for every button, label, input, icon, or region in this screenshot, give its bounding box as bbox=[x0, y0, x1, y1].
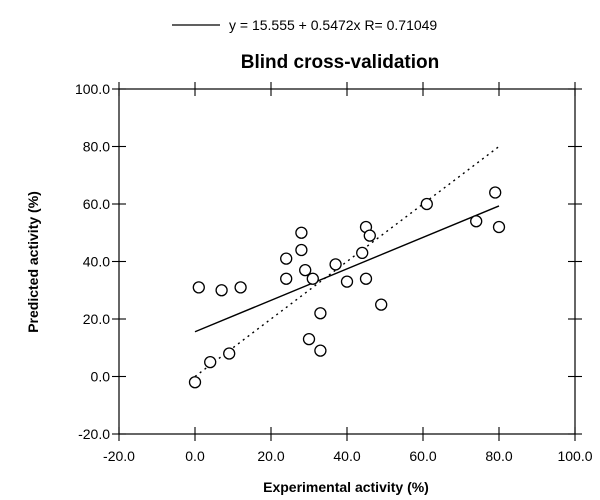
data-point bbox=[356, 246, 369, 260]
data-point bbox=[215, 284, 228, 297]
data-point bbox=[492, 220, 506, 234]
data-point bbox=[420, 197, 433, 211]
y-tick-label: 100.0 bbox=[75, 81, 110, 97]
data-point bbox=[280, 272, 293, 285]
chart-title: Blind cross-validation bbox=[241, 52, 439, 73]
data-point bbox=[299, 263, 312, 277]
data-point bbox=[302, 332, 316, 346]
data-point bbox=[329, 258, 342, 271]
data-point bbox=[204, 355, 217, 369]
y-tick-label: 40.0 bbox=[83, 254, 110, 270]
data-point bbox=[314, 344, 327, 357]
data-point bbox=[375, 298, 388, 311]
x-tick-label: 20.0 bbox=[257, 448, 284, 464]
y-axis-ticks bbox=[112, 88, 582, 435]
x-axis-tick-labels: -20.0 0.0 20.0 40.0 60.0 80.0 100.0 bbox=[103, 448, 593, 464]
y-tick-label: 20.0 bbox=[83, 311, 110, 327]
y-tick-label: 80.0 bbox=[83, 139, 110, 155]
data-point bbox=[295, 243, 308, 257]
chart-lines bbox=[194, 145, 500, 378]
plot-frame bbox=[118, 88, 576, 435]
x-axis-title: Experimental activity (%) bbox=[263, 479, 429, 495]
data-point bbox=[489, 186, 502, 199]
data-point bbox=[363, 229, 376, 242]
identity-line bbox=[194, 145, 500, 378]
data-points bbox=[188, 186, 506, 389]
legend-text: y = 15.555 + 0.5472x R= 0.71049 bbox=[229, 17, 437, 33]
data-point bbox=[340, 275, 354, 288]
data-point bbox=[280, 252, 293, 265]
data-point bbox=[192, 281, 205, 294]
x-axis-ticks bbox=[118, 82, 576, 441]
data-point bbox=[359, 272, 373, 285]
x-tick-label: 0.0 bbox=[185, 448, 205, 464]
data-point bbox=[234, 281, 247, 294]
y-tick-label: 60.0 bbox=[83, 196, 110, 212]
y-tick-label: 0.0 bbox=[91, 369, 111, 385]
data-point bbox=[314, 307, 327, 320]
x-tick-label: 100.0 bbox=[557, 448, 592, 464]
data-point bbox=[470, 215, 483, 228]
y-tick-label: -20.0 bbox=[78, 426, 110, 442]
data-point bbox=[223, 347, 236, 360]
regression-line bbox=[194, 205, 500, 333]
data-point bbox=[295, 226, 308, 239]
x-tick-label: -20.0 bbox=[103, 448, 135, 464]
data-point bbox=[188, 376, 202, 389]
y-axis-title: Predicted activity (%) bbox=[25, 191, 41, 333]
x-tick-label: 60.0 bbox=[409, 448, 436, 464]
x-tick-label: 40.0 bbox=[333, 448, 360, 464]
legend: y = 15.555 + 0.5472x R= 0.71049 bbox=[172, 17, 437, 33]
x-tick-label: 80.0 bbox=[485, 448, 512, 464]
data-point bbox=[306, 272, 319, 285]
y-axis-tick-labels: -20.0 0.0 20.0 40.0 60.0 80.0 100.0 bbox=[75, 81, 110, 442]
